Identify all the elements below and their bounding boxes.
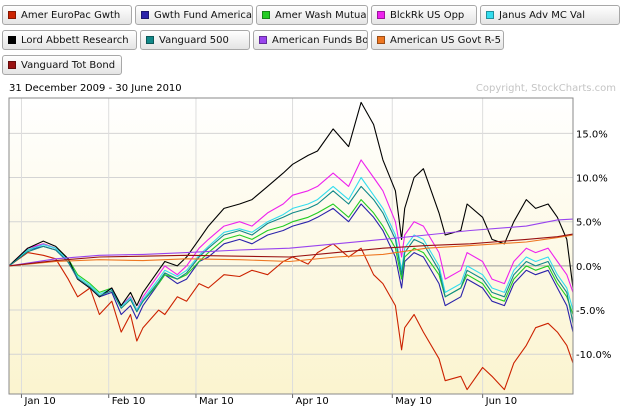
series-line [8, 185, 574, 324]
date-range: 31 December 2009 - 30 June 2010 [9, 83, 182, 94]
plot-area [9, 98, 573, 394]
legend-swatch [8, 36, 16, 44]
y-tick-label: 5.0% [576, 218, 601, 229]
x-tick-label: Apr 10 [296, 396, 329, 407]
legend-item-vanguard-tot-bond[interactable]: Vanguard Tot Bond [2, 55, 122, 75]
legend-swatch [377, 11, 385, 19]
legend-label: Amer EuroPac Gwth [21, 9, 121, 21]
y-tick-label: -5.0% [576, 306, 605, 317]
legend-label: Vanguard Tot Bond [21, 59, 116, 71]
legend-swatch [141, 11, 149, 19]
legend-swatch [8, 61, 16, 69]
legend: Amer EuroPac Gwth Gwth Fund America Amer… [0, 0, 626, 80]
legend-swatch [8, 11, 16, 19]
series-line [8, 234, 574, 267]
legend-label: Gwth Fund America [154, 9, 253, 21]
legend-swatch [262, 11, 270, 19]
y-tick-label: -10.0% [576, 350, 611, 361]
legend-item-amer-europac-gwth[interactable]: Amer EuroPac Gwth [2, 5, 132, 25]
series-line [8, 218, 574, 267]
legend-item-american-funds-bond[interactable]: American Funds Bond [253, 30, 368, 50]
legend-label: Vanguard 500 [159, 34, 229, 46]
y-tick-label: 15.0% [576, 129, 608, 140]
legend-label: BlckRk US Opp [390, 9, 465, 21]
legend-item-lord-abbett-research[interactable]: Lord Abbett Research [2, 30, 137, 50]
x-tick-label: Jun 10 [485, 396, 518, 407]
legend-label: Janus Adv MC Val [499, 9, 586, 21]
x-tick-label: Jan 10 [23, 396, 55, 407]
series-line [8, 233, 574, 267]
y-tick-label: 0.0% [576, 262, 601, 273]
legend-label: Lord Abbett Research [21, 34, 129, 46]
legend-item-vanguard-500[interactable]: Vanguard 500 [140, 30, 250, 50]
series-line [8, 243, 574, 391]
legend-swatch [259, 36, 267, 44]
legend-label: American Funds Bond [272, 34, 368, 46]
x-tick-label: May 10 [395, 396, 432, 407]
plot-border [8, 97, 574, 395]
legend-item-american-us-govt-r5[interactable]: American US Govt R-5 [371, 30, 504, 50]
legend-swatch [486, 11, 494, 19]
legend-item-blckrk-us-opp[interactable]: BlckRk US Opp [371, 5, 477, 25]
legend-item-gwth-fund-america[interactable]: Gwth Fund America [135, 5, 253, 25]
legend-label: Amer Wash Mutual [275, 9, 368, 21]
x-tick-label: Mar 10 [199, 396, 234, 407]
legend-swatch [377, 36, 385, 44]
legend-item-amer-wash-mutual[interactable]: Amer Wash Mutual [256, 5, 368, 25]
series-line [8, 203, 574, 333]
legend-item-janus-adv-mc-val[interactable]: Janus Adv MC Val [480, 5, 620, 25]
y-tick-label: 10.0% [576, 174, 608, 185]
legend-label: American US Govt R-5 [390, 34, 502, 46]
legend-swatch [146, 36, 154, 44]
copyright: Copyright, StockCharts.com [475, 83, 616, 94]
series-line [8, 101, 574, 307]
x-tick-label: Feb 10 [112, 396, 146, 407]
